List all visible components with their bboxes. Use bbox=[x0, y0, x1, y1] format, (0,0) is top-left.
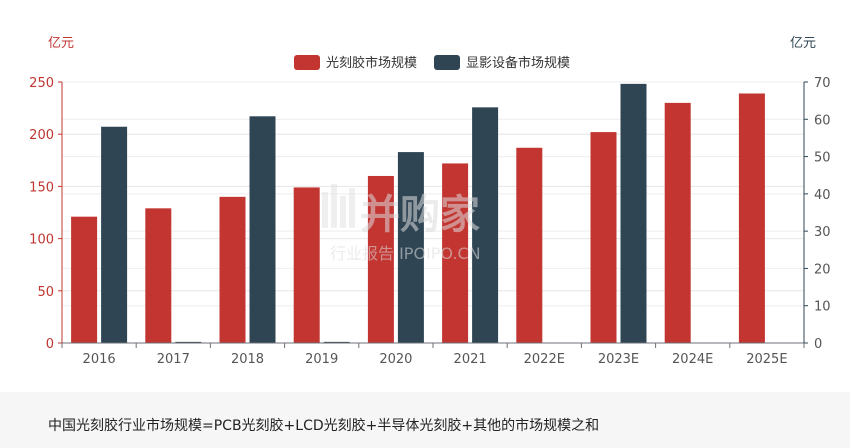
y-left-tick-label: 0 bbox=[46, 337, 54, 352]
x-tick-label: 2022E bbox=[524, 352, 565, 367]
y-left-tick-label: 150 bbox=[29, 180, 54, 195]
x-tick-label: 2018 bbox=[231, 352, 264, 367]
y-right-tick-label: 70 bbox=[814, 76, 831, 91]
watermark-bar-mark bbox=[340, 196, 346, 228]
bar-developer-equipment[interactable] bbox=[175, 341, 202, 343]
y-right-tick-label: 10 bbox=[814, 300, 831, 315]
x-tick-label: 2019 bbox=[305, 352, 338, 367]
y-left-tick-label: 100 bbox=[29, 233, 54, 248]
y-right-tick-label: 60 bbox=[814, 113, 831, 128]
bar-photoresist[interactable] bbox=[664, 102, 691, 343]
x-tick-label: 2016 bbox=[83, 352, 116, 367]
legend-label[interactable]: 光刻胶市场规模 bbox=[326, 55, 417, 71]
bar-photoresist[interactable] bbox=[219, 196, 246, 343]
y-right-unit: 亿元 bbox=[790, 36, 816, 51]
watermark-bar-mark bbox=[322, 192, 328, 228]
bar-developer-equipment[interactable] bbox=[101, 126, 128, 343]
y-right-tick-label: 40 bbox=[814, 188, 831, 203]
bar-photoresist[interactable] bbox=[145, 208, 172, 343]
x-tick-label: 2025E bbox=[746, 352, 787, 367]
legend-swatch[interactable] bbox=[294, 55, 320, 70]
x-tick-label: 2021 bbox=[454, 352, 487, 367]
watermark-tagline: 行业报告 IPOIPO.CN bbox=[330, 244, 481, 263]
legend-label[interactable]: 显影设备市场规模 bbox=[466, 55, 570, 71]
bar-photoresist[interactable] bbox=[516, 147, 543, 343]
bar-developer-equipment[interactable] bbox=[397, 152, 424, 343]
bar-developer-equipment[interactable] bbox=[323, 341, 350, 343]
bar-developer-equipment[interactable] bbox=[620, 83, 647, 343]
x-tick-label: 2020 bbox=[379, 352, 412, 367]
y-left-tick-label: 200 bbox=[29, 128, 54, 143]
y-left-tick-label: 50 bbox=[37, 285, 54, 300]
legend-swatch[interactable] bbox=[434, 55, 460, 70]
bar-developer-equipment[interactable] bbox=[472, 107, 499, 344]
bar-photoresist[interactable] bbox=[442, 163, 469, 343]
footer-panel: 中国光刻胶行业市场规模=PCB光刻胶+LCD光刻胶+半导体光刻胶+其他的市场规模… bbox=[0, 392, 850, 448]
bar-photoresist[interactable] bbox=[71, 216, 98, 343]
bar-photoresist[interactable] bbox=[293, 187, 320, 343]
bar-photoresist[interactable] bbox=[367, 175, 394, 343]
y-left-unit: 亿元 bbox=[48, 36, 74, 51]
bar-photoresist[interactable] bbox=[738, 93, 765, 343]
x-tick-label: 2017 bbox=[157, 352, 190, 367]
x-tick-label: 2023E bbox=[598, 352, 639, 367]
bar-chart: 并购家 行业报告 IPOIPO.CN 0 50 100 150 200 250 0 10 20 3… bbox=[29, 36, 830, 367]
watermark-logo: 并购家 行业报告 IPOIPO.CN bbox=[322, 184, 481, 263]
bars bbox=[71, 83, 765, 344]
y-left-tick-label: 250 bbox=[29, 76, 54, 91]
y-right-tick-label: 50 bbox=[814, 151, 831, 166]
bar-developer-equipment[interactable] bbox=[249, 116, 276, 343]
watermark-bar-mark bbox=[331, 184, 337, 228]
chart-container: 并购家 行业报告 IPOIPO.CN 0 50 100 150 200 250 0 10 20 3… bbox=[29, 36, 831, 367]
y-right-tick-label: 30 bbox=[814, 225, 831, 240]
watermark-bar-mark bbox=[349, 188, 355, 228]
watermark-brand: 并购家 bbox=[360, 192, 480, 238]
footer-note: 中国光刻胶行业市场规模=PCB光刻胶+LCD光刻胶+半导体光刻胶+其他的市场规模… bbox=[48, 418, 600, 434]
x-tick-label: 2024E bbox=[672, 352, 713, 367]
y-right-tick-label: 20 bbox=[814, 262, 831, 277]
y-right-tick-label: 0 bbox=[814, 337, 822, 352]
bar-photoresist[interactable] bbox=[590, 132, 617, 343]
legend[interactable]: 光刻胶市场规模 显影设备市场规模 bbox=[294, 55, 570, 71]
tick-labels: 0 50 100 150 200 250 0 10 20 30 40 50 60 70 2016 2017 20… bbox=[29, 76, 830, 367]
